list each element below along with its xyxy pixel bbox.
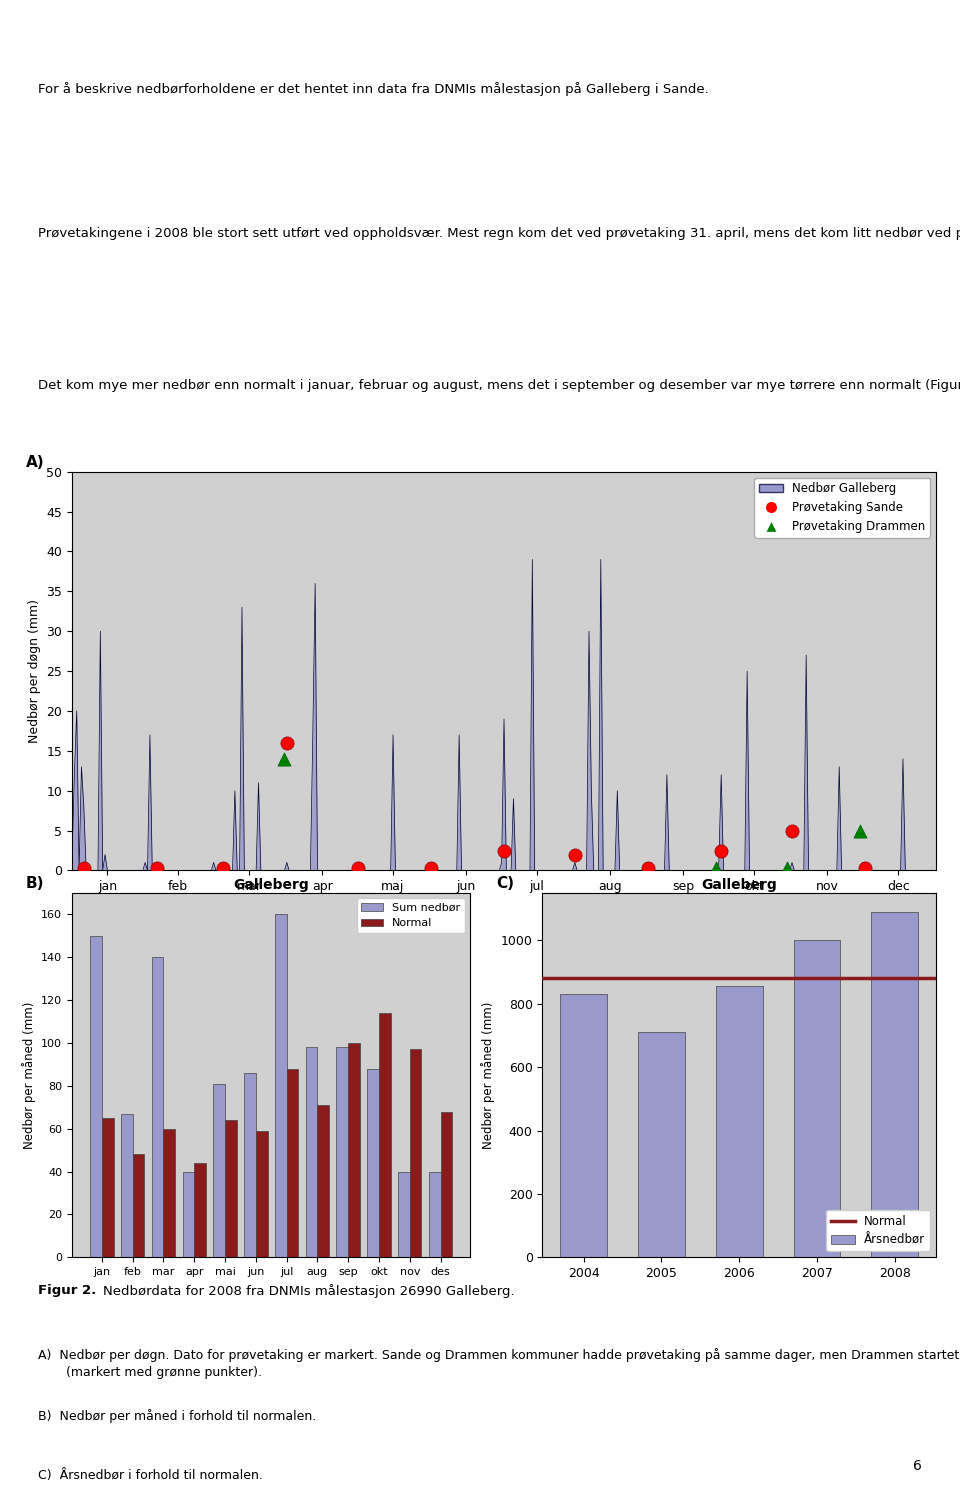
Bar [318,1106,329,1257]
Normal [656,970,667,988]
Bar [163,1129,175,1257]
Bar [429,1171,441,1257]
Bar [561,994,607,1257]
Bar [794,940,840,1257]
Point [150,856,165,879]
Text: Nedbørdata for 2008 fra DNMIs målestasjon 26990 Galleberg.: Nedbørdata for 2008 fra DNMIs målestasjo… [103,1284,515,1298]
Y-axis label: Nedbør per måned (mm): Nedbør per måned (mm) [22,1001,36,1149]
Point [350,856,366,879]
Bar [368,1068,379,1257]
Bar [305,1048,318,1257]
Bar [121,1113,132,1257]
Text: Figur 2.: Figur 2. [38,1284,97,1298]
Point [780,856,795,879]
Legend: Normal, Årsnedbør: Normal, Årsnedbør [827,1210,930,1251]
Bar [348,1043,360,1257]
Bar [441,1112,452,1257]
Bar [244,1073,255,1257]
Bar [275,914,287,1257]
Text: 3 Nedbør 2008: 3 Nedbør 2008 [12,21,208,45]
Bar [638,1033,684,1257]
Bar [255,1131,268,1257]
Y-axis label: Nedbør per døgn (mm): Nedbør per døgn (mm) [28,600,40,743]
Text: 6: 6 [913,1460,922,1473]
Text: For å beskrive nedbørforholdene er det hentet inn data fra DNMIs målestasjon på : For å beskrive nedbørforholdene er det h… [38,82,709,95]
Point [423,856,439,879]
Bar [225,1120,237,1257]
Text: C): C) [496,876,515,891]
Point [708,856,724,879]
Title: Galleberg: Galleberg [233,878,309,891]
Point [76,856,91,879]
Bar [132,1155,144,1257]
Text: A): A) [26,455,44,470]
Bar [337,1048,348,1257]
Title: Galleberg: Galleberg [702,878,777,891]
Legend: Sum nedbør, Normal: Sum nedbør, Normal [357,899,465,933]
Bar [398,1171,410,1257]
Bar [152,957,163,1257]
Point [784,818,800,842]
Legend: Nedbør Galleberg, Prøvetaking Sande, Prøvetaking Drammen: Nedbør Galleberg, Prøvetaking Sande, Prø… [755,478,930,537]
Bar [287,1068,299,1257]
Normal [578,970,589,988]
Point [215,856,230,879]
Text: B): B) [26,876,44,891]
Bar [90,936,102,1257]
Bar [410,1049,421,1257]
Point [857,856,873,879]
Bar [182,1171,194,1257]
Bar [102,1117,113,1257]
Text: Det kom mye mer nedbør enn normalt i januar, februar og august, mens det i septe: Det kom mye mer nedbør enn normalt i jan… [38,378,960,391]
Point [276,747,292,771]
Point [496,839,512,863]
Text: A)  Nedbør per døgn. Dato for prøvetaking er markert. Sande og Drammen kommuner : A) Nedbør per døgn. Dato for prøvetaking… [38,1348,960,1379]
Text: Prøvetakingene i 2008 ble stort sett utført ved oppholdsvær. Mest regn kom det v: Prøvetakingene i 2008 ble stort sett utf… [38,226,960,240]
Y-axis label: Nedbør per måned (mm): Nedbør per måned (mm) [481,1001,495,1149]
Bar [379,1013,391,1257]
Point [640,856,656,879]
Text: C)  Årsnedbør i forhold til normalen.: C) Årsnedbør i forhold til normalen. [38,1469,263,1482]
Text: B)  Nedbør per måned i forhold til normalen.: B) Nedbør per måned i forhold til normal… [38,1409,317,1423]
Bar [213,1083,225,1257]
Point [713,839,729,863]
Bar [194,1164,205,1257]
Point [852,818,868,842]
Bar [716,987,762,1257]
Bar [872,912,918,1257]
Point [567,842,583,866]
Point [279,731,295,754]
